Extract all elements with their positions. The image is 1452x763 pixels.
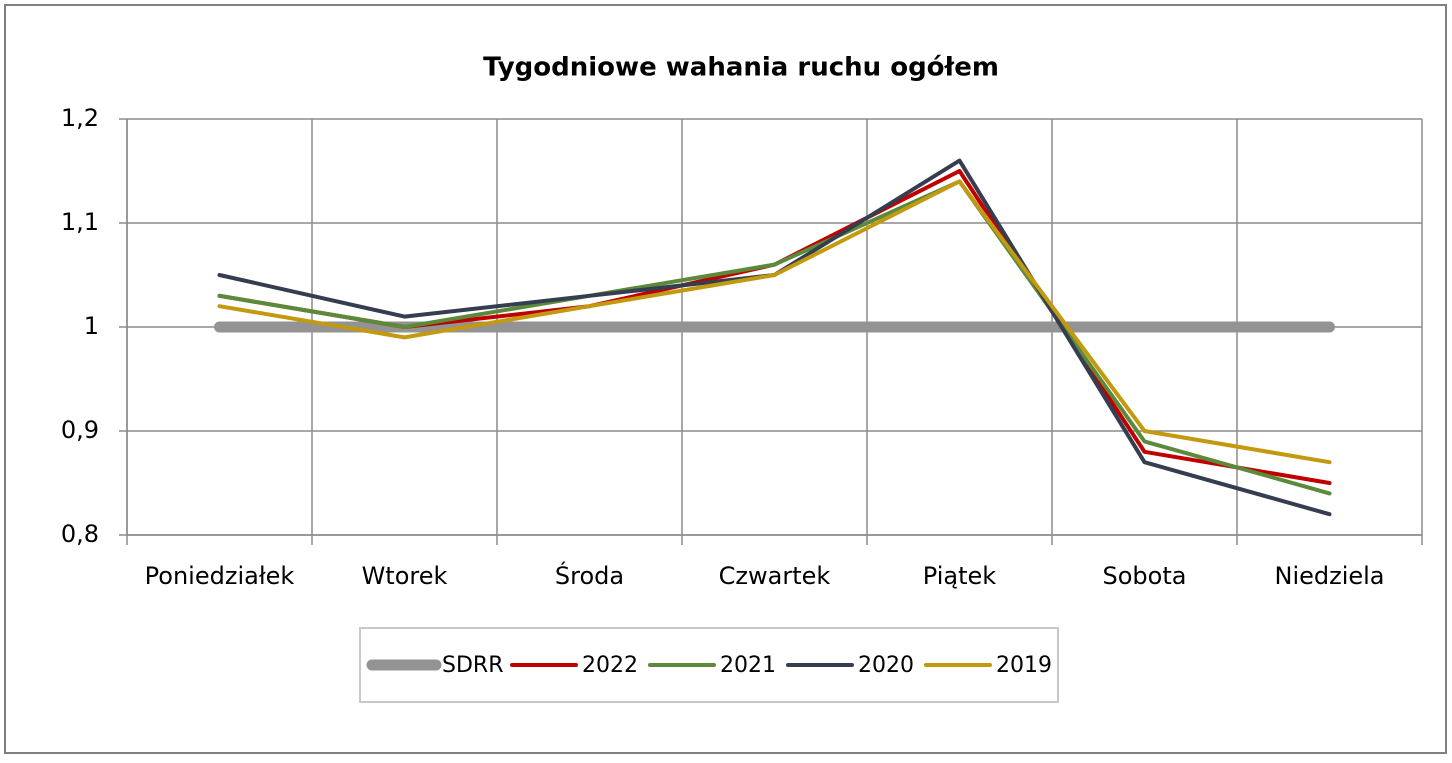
x-tick-label: Piątek: [923, 562, 996, 590]
y-tick-label: 1: [84, 312, 99, 340]
y-tick-label: 1,2: [61, 104, 99, 132]
y-tick-label: 0,9: [61, 416, 99, 444]
x-tick-label: Wtorek: [362, 562, 448, 590]
y-tick-label: 0,8: [61, 520, 99, 548]
x-tick-label: Niedziela: [1274, 562, 1384, 590]
legend-label: SDRR: [442, 653, 503, 678]
x-tick-label: Środa: [555, 560, 624, 590]
chart-title: Tygodniowe wahania ruchu ogółem: [483, 53, 999, 83]
series-line: [217, 179, 1332, 496]
y-tick-label: 1,1: [61, 208, 99, 236]
legend-label: 2022: [582, 653, 638, 678]
legend-label: 2020: [858, 653, 914, 678]
legend-label: 2019: [996, 653, 1052, 678]
legend-label: 2021: [720, 653, 776, 678]
x-tick-label: Sobota: [1103, 562, 1187, 590]
x-tick-label: Czwartek: [719, 562, 831, 590]
series-line: [217, 179, 1332, 465]
x-tick-label: Poniedziałek: [145, 562, 295, 590]
